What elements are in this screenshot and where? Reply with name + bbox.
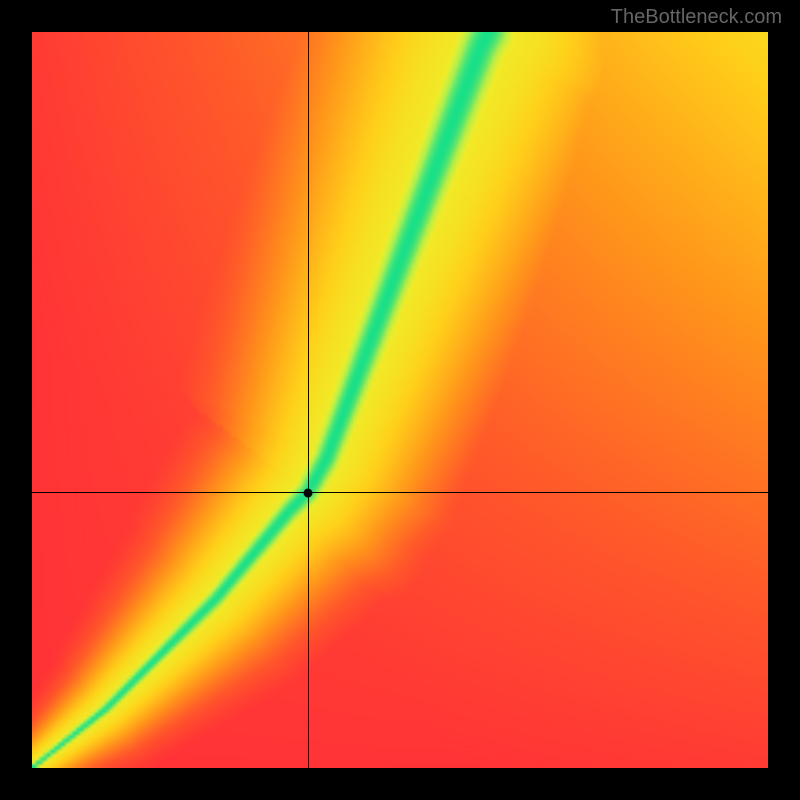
crosshair-horizontal — [32, 492, 768, 493]
heatmap-canvas — [32, 32, 768, 768]
watermark-text: TheBottleneck.com — [611, 6, 782, 29]
bottleneck-heatmap — [32, 32, 768, 768]
selection-marker — [304, 489, 313, 498]
crosshair-vertical — [308, 32, 309, 768]
